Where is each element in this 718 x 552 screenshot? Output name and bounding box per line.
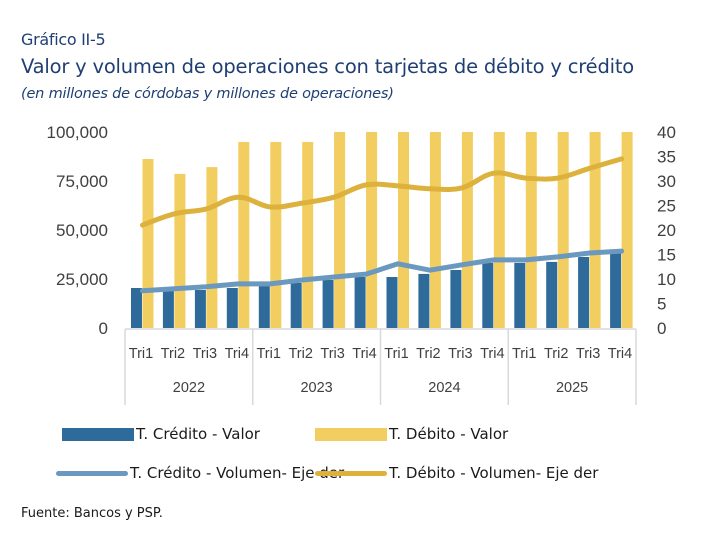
bar-credito-valor-12 xyxy=(514,262,526,328)
source-note: Fuente: Bancos y PSP. xyxy=(21,506,163,521)
bar-credito-valor-7 xyxy=(354,277,366,328)
bar-credito-valor-14 xyxy=(578,257,590,328)
x-tick-label: Tri1 xyxy=(384,346,408,362)
bar-debito-valor-7 xyxy=(366,132,378,328)
bar-debito-valor-12 xyxy=(525,132,537,328)
y-right-tick-label: 20 xyxy=(657,221,676,240)
x-tick-label: Tri3 xyxy=(193,346,217,362)
bar-credito-valor-10 xyxy=(450,270,462,328)
x-tick-label: Tri2 xyxy=(416,346,440,362)
x-tick-label: Tri4 xyxy=(608,346,632,362)
bar-debito-valor-1 xyxy=(174,173,186,328)
bar-debito-valor-15 xyxy=(621,132,633,328)
x-tick-label: Tri3 xyxy=(448,346,472,362)
bar-credito-valor-13 xyxy=(546,261,558,328)
x-tick-label: Tri4 xyxy=(225,346,249,362)
y-left-tick-label: 100,000 xyxy=(47,123,108,142)
axes-layer xyxy=(124,328,637,405)
x-tick-label: Tri2 xyxy=(544,346,568,362)
legend-credito-volumen: T. Crédito - Volumen- Eje der xyxy=(56,464,344,482)
x-axis-labels: Tri1 Tri2 Tri3 Tri4 Tri1 Tri2 Tri3 Tri4 Tri1 Tri2… xyxy=(129,346,632,396)
x-group-label: 2023 xyxy=(300,380,332,396)
bar-debito-valor-14 xyxy=(589,132,601,328)
bar-debito-valor-5 xyxy=(302,142,314,328)
bar-debito-valor-8 xyxy=(398,132,409,328)
bar-credito-valor-2 xyxy=(194,290,206,328)
chart-subtitle: (en millones de córdobas y millones de o… xyxy=(21,86,394,102)
bar-debito-valor-10 xyxy=(461,132,473,328)
x-group-label: 2025 xyxy=(556,380,588,396)
legend-swatch-credito-valor xyxy=(62,427,134,441)
x-tick-label: Tri1 xyxy=(256,346,280,362)
bar-debito-valor-4 xyxy=(270,142,282,328)
legend-label: T. Crédito - Valor xyxy=(136,425,260,443)
lines-layer xyxy=(140,156,625,294)
x-tick-label: Tri2 xyxy=(288,346,312,362)
y-left-tick-label: 25,000 xyxy=(56,270,108,289)
legend-swatch-credito-volumen xyxy=(56,470,128,476)
y-right-tick-label: 40 xyxy=(657,123,676,142)
bar-debito-valor-2 xyxy=(206,167,218,328)
x-group-label: 2022 xyxy=(173,380,205,396)
y-right-tick-label: 35 xyxy=(657,148,676,167)
y-left-tick-label: 0 xyxy=(99,319,108,338)
y-right-tick-label: 0 xyxy=(657,319,666,338)
bar-credito-valor-8 xyxy=(386,277,398,328)
bar-debito-valor-9 xyxy=(429,132,441,328)
legend-swatch-debito-valor xyxy=(315,427,387,441)
legend-label: T. Débito - Valor xyxy=(389,425,509,443)
y-left-tick-label: 75,000 xyxy=(56,172,108,191)
x-tick-label: Tri3 xyxy=(576,346,600,362)
x-tick-label: Tri1 xyxy=(129,346,153,362)
legend-label: T. Crédito - Volumen- Eje der xyxy=(130,464,345,482)
y-right-tick-label: 5 xyxy=(657,295,666,314)
chart-pretitle: Gráfico II-5 xyxy=(21,30,106,49)
y-right-tick-label: 10 xyxy=(657,270,676,289)
x-tick-label: Tri1 xyxy=(512,346,536,362)
x-tick-label: Tri4 xyxy=(480,346,504,362)
y-axis-right: 0 5 10 15 20 25 30 35 40 xyxy=(657,123,676,338)
y-right-tick-label: 30 xyxy=(657,172,676,191)
bar-credito-valor-15 xyxy=(610,251,622,328)
bar-debito-valor-13 xyxy=(557,132,569,328)
legend-credito-valor: T. Crédito - Valor xyxy=(62,425,260,443)
bar-credito-valor-0 xyxy=(131,288,142,328)
legend-debito-volumen: T. Débito - Volumen- Eje der xyxy=(315,464,598,482)
y-axis-left: 0 25,000 50,000 75,000 100,000 xyxy=(47,123,108,338)
line-credito-volumen xyxy=(140,248,625,294)
bar-credito-valor-5 xyxy=(290,282,302,328)
chart-title: Valor y volumen de operaciones con tarje… xyxy=(21,55,635,78)
x-tick-label: Tri3 xyxy=(320,346,344,362)
y-right-tick-label: 25 xyxy=(657,197,676,216)
x-tick-label: Tri4 xyxy=(352,346,376,362)
legend-debito-valor: T. Débito - Valor xyxy=(315,425,508,443)
bar-debito-valor-11 xyxy=(493,132,505,328)
y-right-tick-label: 15 xyxy=(657,246,676,265)
bar-credito-valor-9 xyxy=(418,273,430,328)
bar-credito-valor-11 xyxy=(482,262,494,328)
y-left-tick-label: 50,000 xyxy=(56,221,108,240)
legend-swatch-debito-volumen xyxy=(315,470,387,476)
x-tick-label: Tri2 xyxy=(161,346,185,362)
line-debito-volumen xyxy=(140,156,625,228)
bar-credito-valor-6 xyxy=(322,280,334,328)
legend-label: T. Débito - Volumen- Eje der xyxy=(389,464,599,482)
bars-layer xyxy=(131,132,633,328)
bar-debito-valor-3 xyxy=(238,142,250,328)
bar-credito-valor-1 xyxy=(162,291,174,328)
bar-debito-valor-6 xyxy=(334,132,346,328)
bar-debito-valor-0 xyxy=(142,159,154,328)
bar-credito-valor-4 xyxy=(258,286,270,328)
bar-credito-valor-3 xyxy=(226,288,238,328)
x-group-label: 2024 xyxy=(428,380,460,396)
